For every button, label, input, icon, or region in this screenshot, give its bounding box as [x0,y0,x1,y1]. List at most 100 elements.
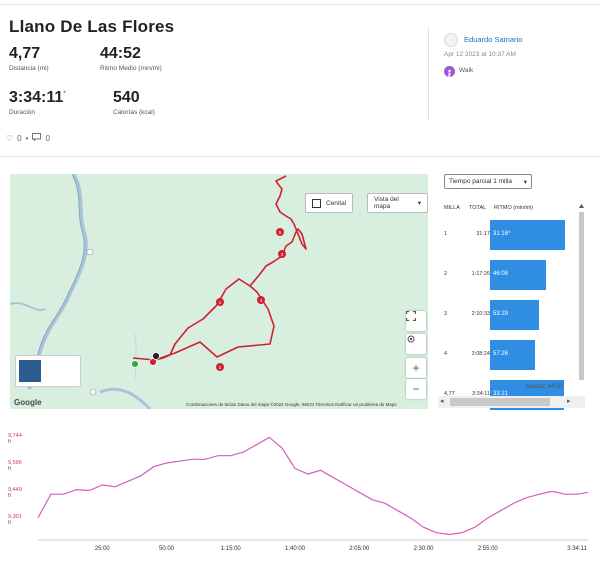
stat-duration-label: Duración [9,109,36,116]
split-pace-bar [490,220,565,250]
elevation-line [37,436,589,536]
cenital-label: Cenital [326,199,347,207]
locate-button[interactable] [406,334,426,354]
stat-duration-value: 3:34:11 [9,89,64,106]
y-tick-label: 9,744 ft [8,432,22,445]
avatar[interactable] [444,33,458,47]
activity-detail-card: 1 2 3 4 5 Cenital Vista del mapa ▾ + [0,156,600,557]
elevation-plot [37,436,589,541]
comment-icon[interactable] [32,133,42,143]
author-name-link[interactable]: Eduardo Samario [464,35,523,44]
activity-date: Apr 12 2023 at 10:37 AM [444,51,516,58]
chevron-down-icon: ▾ [417,200,421,207]
activity-summary-card: Llano De Las Flores 4,77 Distancia (mi) … [0,4,600,150]
stat-distance: 4,77 Distancia (mi) [9,45,49,72]
split-row: 1 31:17 31:16* [438,220,588,250]
mile-marker-1: 1 [219,300,222,305]
fullscreen-icon [406,311,416,321]
stat-calories-value: 540 [113,89,140,106]
heart-icon[interactable]: ♡ [6,133,14,143]
average-pace: Media: 44:52 [526,383,564,390]
x-tick-label: 50:00 [158,546,175,552]
splits-panel: Tiempo parcial 1 milla ▾ MILLA TOTAL RIT… [438,174,588,411]
scroll-right-icon[interactable]: ▸ [567,398,571,405]
split-row: 2 1:17:26 46:08 [438,260,588,290]
route-line [132,175,307,361]
split-mile: 4 [444,351,448,357]
reactions-bar: ♡ 0 • 0 [6,133,50,143]
scroll-thumb[interactable] [450,398,550,406]
x-tick-label: 2:05:00 [349,546,370,552]
likes-count: 0 [17,133,22,143]
minus-icon: − [412,382,420,396]
split-total: 2:10:33 [471,311,490,317]
mile-marker-3: 3 [281,252,284,257]
header-total: TOTAL [469,205,487,211]
split-total: 3:34:11 [472,391,490,397]
split-interval-dropdown[interactable]: Tiempo parcial 1 milla ▾ [444,174,532,189]
split-mile: 2 [444,271,448,277]
comments-count: 0 [45,133,50,143]
locate-icon [407,335,415,343]
split-total: 1:17:26 [471,271,490,277]
split-pace-bar [490,260,546,290]
zoom-in-button[interactable]: + [406,358,426,378]
map-type-thumbnail[interactable] [15,355,81,387]
header-mile: MILLA [444,205,460,211]
splits-scrollbar-vertical[interactable] [578,202,585,390]
cenital-checkbox[interactable] [312,198,321,208]
x-tick-label: 1:15:00 [220,546,241,552]
split-mile: 4,77 [444,391,455,397]
fullscreen-button[interactable] [406,311,426,331]
stat-calories-label: Calorías (kcal) [113,109,155,116]
map-view-label: Vista del mapa [374,196,399,210]
walk-icon [444,66,455,78]
split-pace: 46:08 [493,271,509,277]
stat-calories: 540 Calorías (kcal) [113,89,155,116]
split-mile: 1 [444,231,448,237]
split-pace: 57:26 [493,351,509,357]
split-pace-bar [490,300,539,330]
y-tick-label: 9,301 ft [8,513,22,526]
stat-distance-value: 4,77 [9,45,41,62]
split-pace: 33:21 [493,391,509,397]
y-tick-label: 9,449 ft [8,486,22,499]
mile-marker-2: 2 [219,365,222,370]
split-total: 3:08:24 [471,351,490,357]
split-pace-bar [490,340,535,370]
stat-pace: 44:52 Ritmo Medio (min/mi) [100,45,162,72]
activity-title: Llano De Las Flores [9,17,175,36]
splits-scrollbar-horizontal[interactable]: ◂ ▸ [438,396,585,408]
separator: • [25,133,29,143]
zoom-out-button[interactable]: − [406,379,426,399]
stat-pace-label: Ritmo Medio (min/mi) [100,65,162,72]
info-mark: * [63,90,66,98]
stat-distance-label: Distancia (mi) [9,65,49,72]
mile-marker-5: 5 [279,230,282,235]
split-row: 4 3:08:24 57:26 [438,340,588,370]
x-tick-label: 1:40:00 [284,546,306,552]
scroll-left-icon[interactable]: ◂ [440,398,444,405]
split-row: 3 2:10:33 53:29 [438,300,588,330]
google-logo: Google [14,398,42,407]
route-map[interactable]: 1 2 3 4 5 Cenital Vista del mapa ▾ + [10,174,428,409]
y-tick-label: 9,596 ft [8,459,22,472]
stat-pace-value: 44:52 [100,45,141,62]
satellite-thumbnail [19,360,41,382]
x-tick-label: 2:55:00 [477,546,498,552]
divider [428,27,429,119]
split-interval-label: Tiempo parcial 1 milla [449,178,512,185]
split-pace: 31:16* [493,231,511,237]
map-view-dropdown[interactable]: Vista del mapa ▾ [367,193,428,213]
header-pace: RITMO (min/mi) [494,205,534,211]
split-pace: 53:29 [493,311,509,317]
x-tick-label: 2:30:00 [413,546,434,552]
split-total: 31:17 [476,231,490,237]
stat-duration: 3:34:11* Duración [9,89,66,116]
cenital-toggle[interactable]: Cenital [305,193,354,213]
x-tick-label: 3:34:11 [567,546,587,552]
map-attribution: Combinaciones de teclas Datos del mapa ©… [186,402,397,407]
chevron-down-icon: ▾ [523,178,527,186]
sport-label: Walk [459,67,474,74]
split-mile: 3 [444,311,448,317]
